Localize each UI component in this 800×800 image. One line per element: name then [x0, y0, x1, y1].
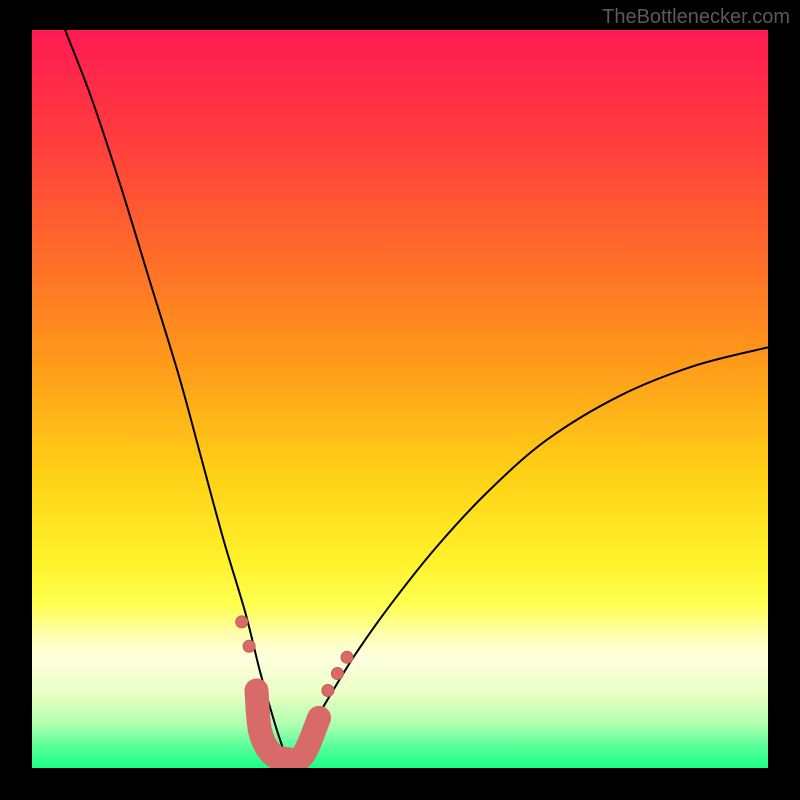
gradient-background — [32, 30, 768, 768]
bottleneck-curve-chart — [32, 30, 768, 768]
data-marker — [236, 616, 248, 628]
data-marker — [243, 640, 255, 652]
data-marker — [322, 685, 334, 697]
data-marker — [341, 651, 353, 663]
data-marker — [331, 668, 343, 680]
chart-plot-area — [32, 30, 768, 768]
watermark-text: TheBottlenecker.com — [602, 6, 790, 29]
